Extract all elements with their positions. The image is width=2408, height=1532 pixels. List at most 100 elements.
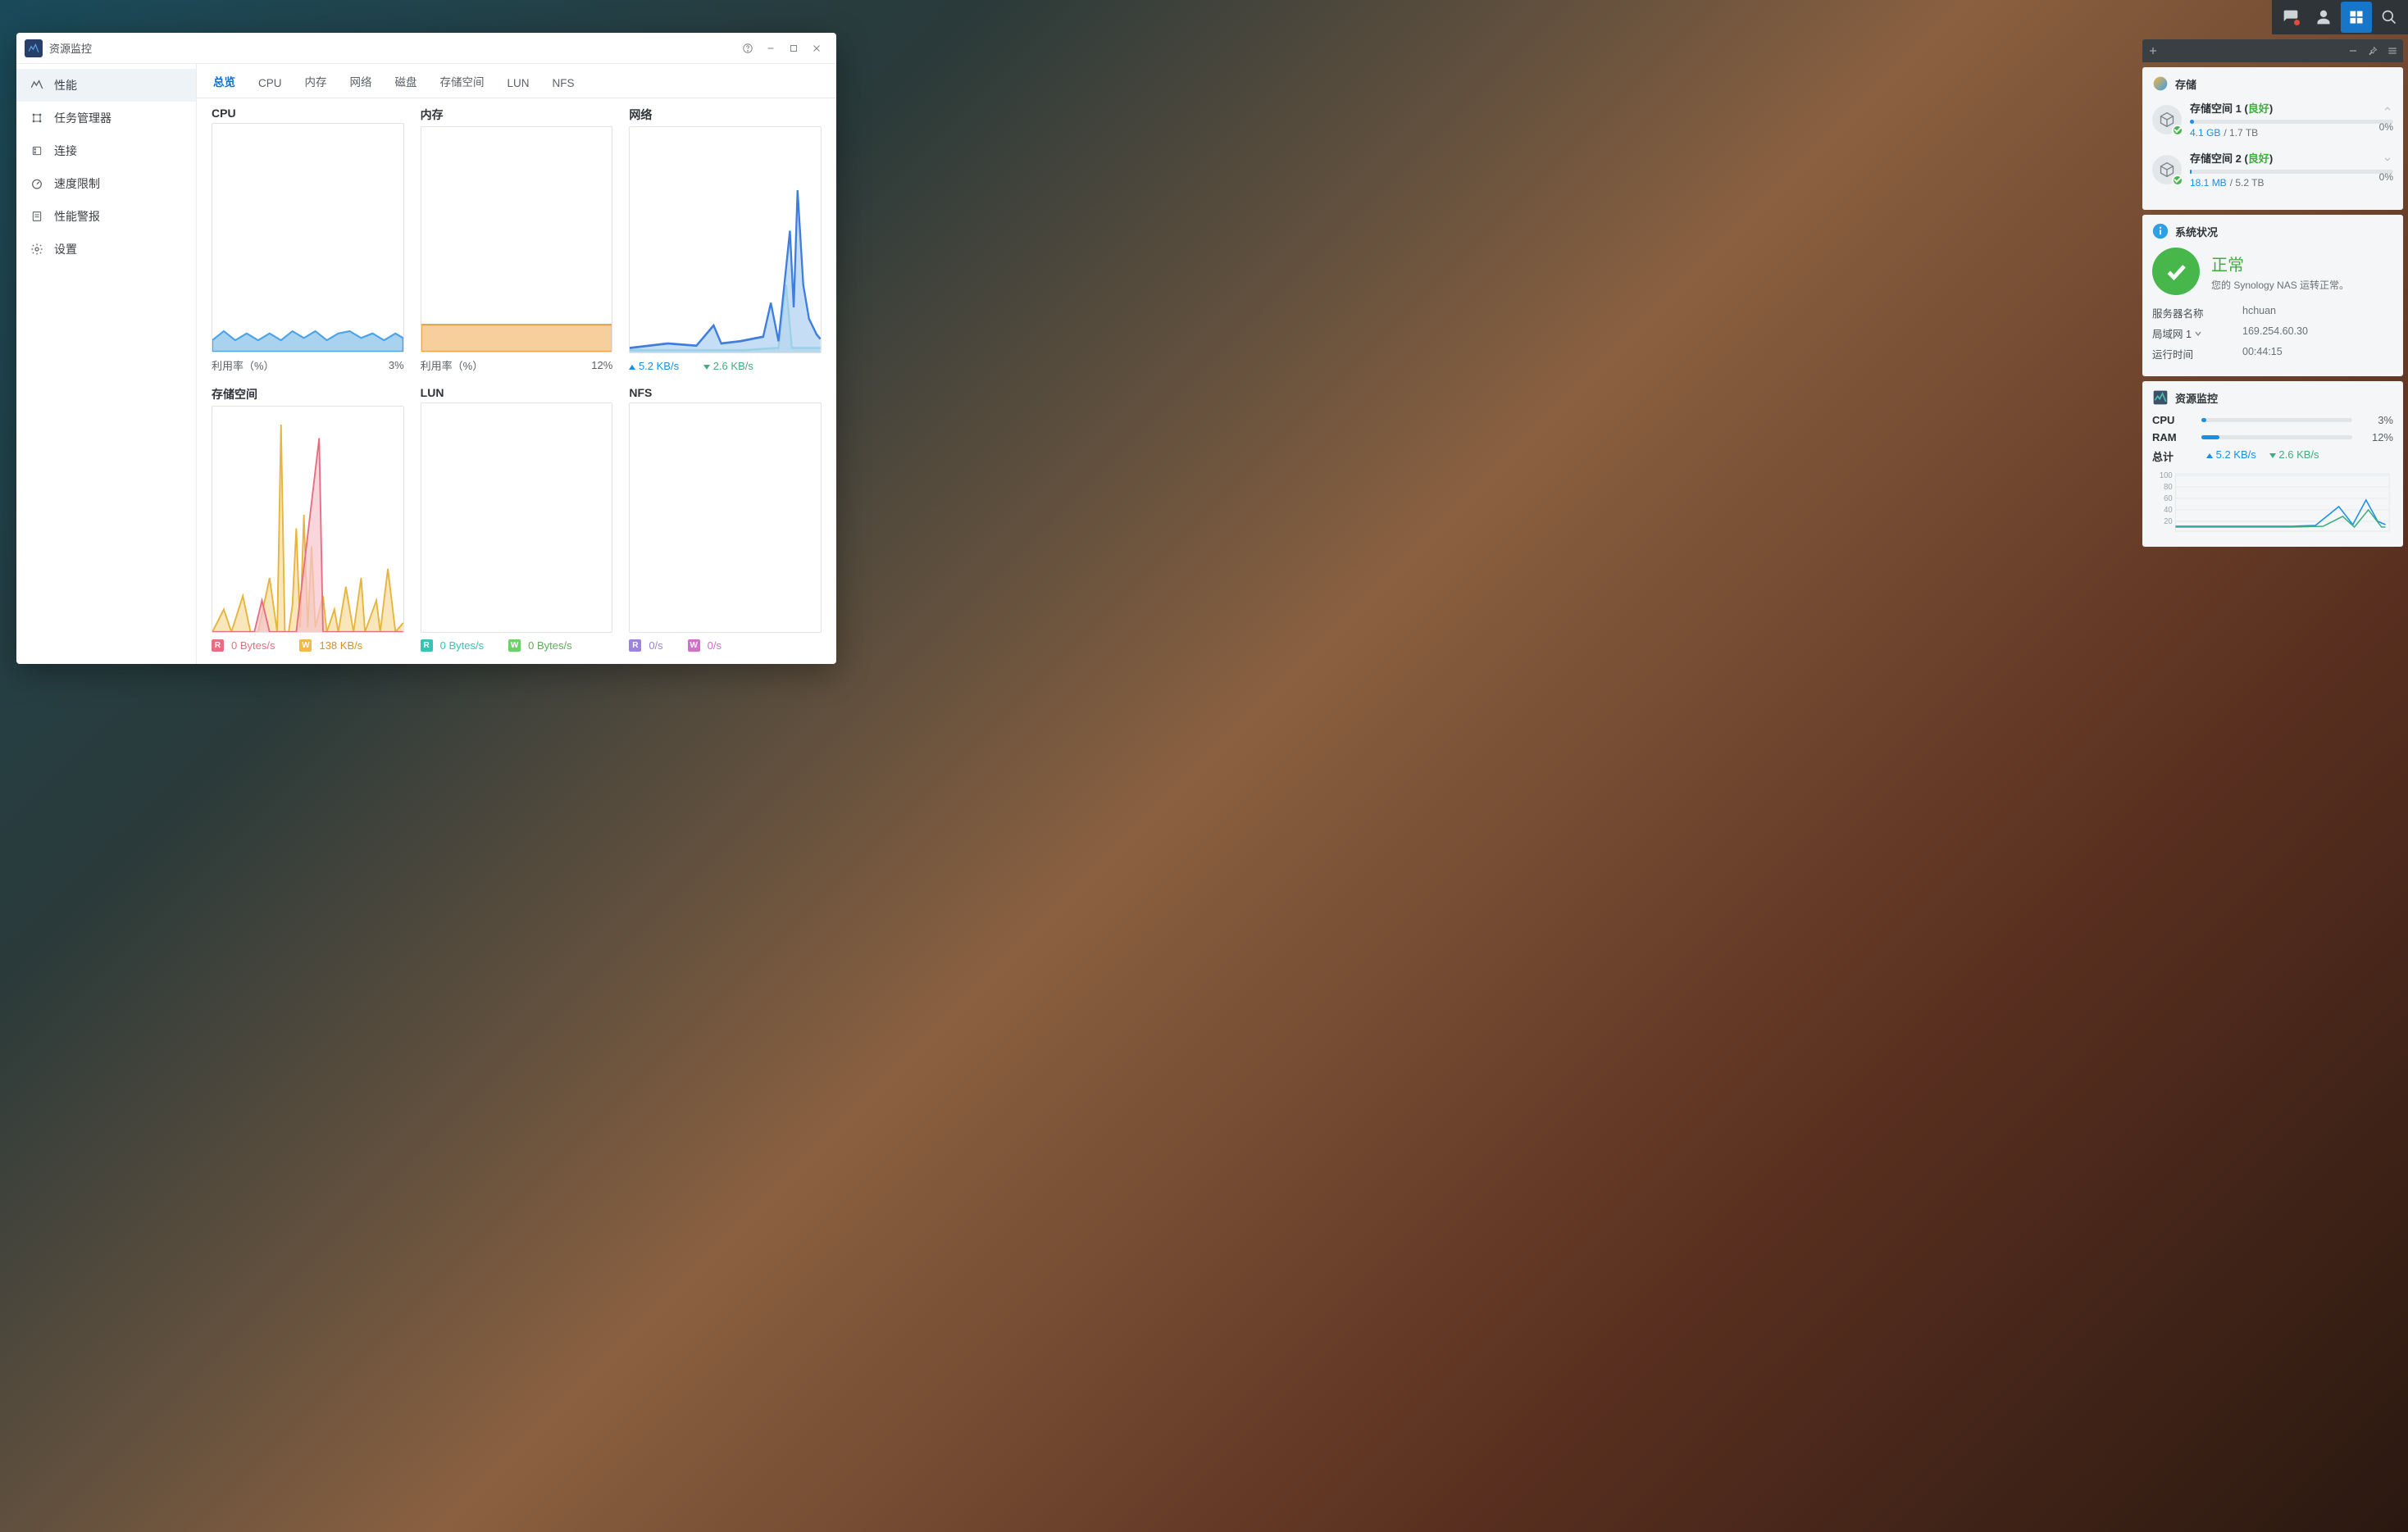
chevron-icon <box>2382 153 2393 165</box>
read-badge-icon: R <box>212 639 224 652</box>
write-badge-icon: W <box>688 639 700 652</box>
minimize-button[interactable] <box>759 37 782 60</box>
chart-memory[interactable]: 内存 利用率（%） 12% <box>421 107 613 373</box>
perfalarm-icon <box>30 209 44 224</box>
cpu-percent: 3% <box>2360 414 2393 426</box>
close-button[interactable] <box>805 37 828 60</box>
health-row: 运行时间00:44:15 <box>2152 346 2393 361</box>
panel-pin-icon[interactable] <box>2367 45 2378 57</box>
resource-monitor-window: 资源监控 性能任务管理器连接速度限制性能警报设置 总览CPU内存网络磁盘存储空间… <box>16 33 836 664</box>
add-widget-icon[interactable] <box>2147 45 2159 57</box>
speedlimit-icon <box>30 176 44 191</box>
net-down: 2.6 KB/s <box>703 360 753 372</box>
tab-4[interactable]: 磁盘 <box>394 73 419 98</box>
vol-read: 0 Bytes/s <box>231 639 275 652</box>
tab-7[interactable]: NFS <box>551 77 576 98</box>
sidebar-item-connections[interactable]: 连接 <box>16 134 196 167</box>
volume-bar <box>2190 120 2393 124</box>
read-badge-icon: R <box>421 639 433 652</box>
health-ok-icon <box>2152 248 2200 295</box>
system-tray <box>2272 0 2408 34</box>
chart-network[interactable]: 网络 5.2 KB/s 2.6 KB/s <box>629 107 822 373</box>
lun-read: 0 Bytes/s <box>440 639 484 652</box>
chart-title-cpu: CPU <box>212 107 404 120</box>
panel-menu-icon[interactable] <box>2387 45 2398 57</box>
search-button[interactable] <box>2374 2 2405 33</box>
volume-icon <box>2152 105 2182 134</box>
sidebar-item-label: 性能警报 <box>54 208 100 225</box>
tab-3[interactable]: 网络 <box>348 73 374 98</box>
tab-1[interactable]: CPU <box>257 77 284 98</box>
svg-text:60: 60 <box>2164 494 2173 503</box>
taskmgr-icon <box>30 111 44 125</box>
sidebar-item-taskmgr[interactable]: 任务管理器 <box>16 102 196 134</box>
nfs-read: 0/s <box>649 639 662 652</box>
lun-write: 0 Bytes/s <box>528 639 571 652</box>
svg-text:20: 20 <box>2164 517 2173 526</box>
ram-label: RAM <box>2152 431 2193 443</box>
volume-percent: 0% <box>2379 171 2393 183</box>
cpu-legend-label: 利用率（%） <box>212 357 275 373</box>
storage-icon <box>2152 75 2169 92</box>
volume-stats: 18.1 MB/ 5.2 TB <box>2190 177 2393 189</box>
chart-volume[interactable]: 存储空间 R 0 Bytes/s W 138 KB/s <box>212 386 404 652</box>
sidebar-item-speedlimit[interactable]: 速度限制 <box>16 167 196 200</box>
widget-system-health: 系统状况 正常 您的 Synology NAS 运转正常。 服务器名称hchua… <box>2142 215 2403 376</box>
window-titlebar[interactable]: 资源监控 <box>16 33 836 64</box>
volume-percent: 0% <box>2379 121 2393 133</box>
chart-title-nfs: NFS <box>629 386 822 399</box>
widget-storage: 存储 存储空间 1 (良好)4.1 GB/ 1.7 TB0% 存储空间 2 (良好… <box>2142 67 2403 210</box>
tab-6[interactable]: LUN <box>506 77 531 98</box>
chart-cpu[interactable]: CPU 利用率（%） 3% <box>212 107 404 373</box>
notifications-button[interactable] <box>2275 2 2306 33</box>
chevron-icon <box>2382 103 2393 115</box>
cpu-label: CPU <box>2152 414 2193 426</box>
window-title: 资源监控 <box>49 40 92 56</box>
resmon-icon <box>2152 389 2169 406</box>
chart-lun[interactable]: LUN R 0 Bytes/s W 0 Bytes/s <box>421 386 613 652</box>
net-up: 5.2 KB/s <box>629 360 679 372</box>
storage-title: 存储 <box>2175 76 2196 92</box>
info-icon <box>2152 223 2169 239</box>
user-button[interactable] <box>2308 2 2339 33</box>
settings-icon <box>30 242 44 257</box>
app-icon <box>25 39 43 57</box>
tab-0[interactable]: 总览 <box>212 73 237 98</box>
widgets-button[interactable] <box>2341 2 2372 33</box>
health-status: 正常 <box>2211 252 2349 275</box>
chart-title-net: 网络 <box>629 107 822 123</box>
chart-nfs[interactable]: NFS R 0/s W 0/s <box>629 386 822 652</box>
chart-title-mem: 内存 <box>421 107 613 123</box>
tab-2[interactable]: 内存 <box>303 73 329 98</box>
volume-bar <box>2190 170 2393 174</box>
mem-legend-label: 利用率（%） <box>421 357 484 373</box>
cpu-value: 3% <box>389 359 404 371</box>
notification-dot <box>2294 20 2300 25</box>
panel-minimize-icon[interactable] <box>2347 45 2359 57</box>
ram-percent: 12% <box>2360 431 2393 443</box>
nfs-write: 0/s <box>708 639 721 652</box>
tab-5[interactable]: 存储空间 <box>439 73 486 98</box>
chart-grid: CPU 利用率（%） 3% 内存 利用率（%） 12% <box>197 98 836 664</box>
help-button[interactable] <box>736 37 759 60</box>
sidebar-item-perfalarm[interactable]: 性能警报 <box>16 200 196 233</box>
panel-mini-chart: 10080604020 <box>2152 469 2393 537</box>
vol-write: 138 KB/s <box>319 639 362 652</box>
read-badge-icon: R <box>629 639 641 652</box>
panel-download: 2.6 KB/s <box>2269 448 2319 464</box>
volume-row-1[interactable]: 存储空间 1 (良好)4.1 GB/ 1.7 TB0% <box>2152 100 2393 139</box>
chart-title-lun: LUN <box>421 386 613 399</box>
resmon-title: 资源监控 <box>2175 390 2218 406</box>
sidebar-item-performance[interactable]: 性能 <box>16 69 196 102</box>
svg-text:100: 100 <box>2160 471 2173 480</box>
health-sub: 您的 Synology NAS 运转正常。 <box>2211 278 2349 292</box>
sidebar-item-label: 任务管理器 <box>54 110 112 126</box>
health-row: 局域网 1 169.254.60.30 <box>2152 325 2393 341</box>
widget-resource-monitor: 资源监控 CPU 3% RAM 12% 总计 5.2 KB/s 2.6 KB/s… <box>2142 381 2403 547</box>
svg-text:80: 80 <box>2164 483 2173 492</box>
sidebar-item-settings[interactable]: 设置 <box>16 233 196 266</box>
volume-row-2[interactable]: 存储空间 2 (良好)18.1 MB/ 5.2 TB0% <box>2152 150 2393 189</box>
maximize-button[interactable] <box>782 37 805 60</box>
panel-upload: 5.2 KB/s <box>2206 448 2256 464</box>
volume-stats: 4.1 GB/ 1.7 TB <box>2190 127 2393 139</box>
